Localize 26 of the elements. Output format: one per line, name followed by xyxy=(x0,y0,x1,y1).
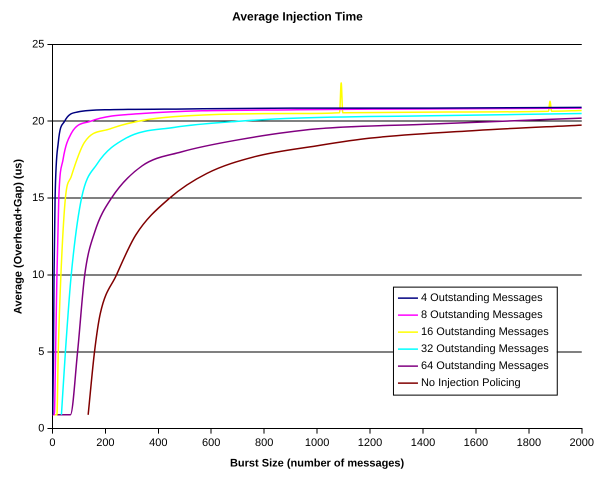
x-axis-title: Burst Size (number of messages) xyxy=(230,457,405,470)
x-tick-label: 200 xyxy=(96,437,115,450)
x-tick-label: 1000 xyxy=(304,437,330,450)
x-tick-label: 2000 xyxy=(570,437,594,450)
y-tick-label: 25 xyxy=(32,38,44,50)
y-tick-label: 15 xyxy=(32,192,44,204)
x-tick-label: 600 xyxy=(202,437,220,450)
legend-label: No Injection Policing xyxy=(420,377,521,390)
x-tick-label: 800 xyxy=(254,437,274,450)
x-tick-label: 1400 xyxy=(410,437,436,450)
x-tick-label: 1600 xyxy=(464,437,488,450)
y-tick-label: 5 xyxy=(38,346,44,358)
x-tick-label: 1200 xyxy=(358,437,382,450)
y-tick-label: 20 xyxy=(32,115,44,128)
chart-title: Average Injection Time xyxy=(232,10,364,24)
legend-label: 16 Outstanding Messages xyxy=(420,326,550,338)
y-axis-title: Average (Overhead+Gap) (us) xyxy=(12,158,25,314)
legend-label: 64 Outstanding Messages xyxy=(420,360,550,372)
legend-label: 8 Outstanding Messages xyxy=(420,309,544,322)
legend-label: 4 Outstanding Messages xyxy=(420,292,544,304)
x-tick-label: 400 xyxy=(149,437,168,450)
y-tick-label: 10 xyxy=(32,268,44,281)
x-tick-label: 0 xyxy=(49,437,56,450)
legend-label: 32 Outstanding Messages xyxy=(420,343,550,356)
x-tick-label: 1800 xyxy=(516,437,542,450)
y-tick-label: 0 xyxy=(38,422,44,435)
